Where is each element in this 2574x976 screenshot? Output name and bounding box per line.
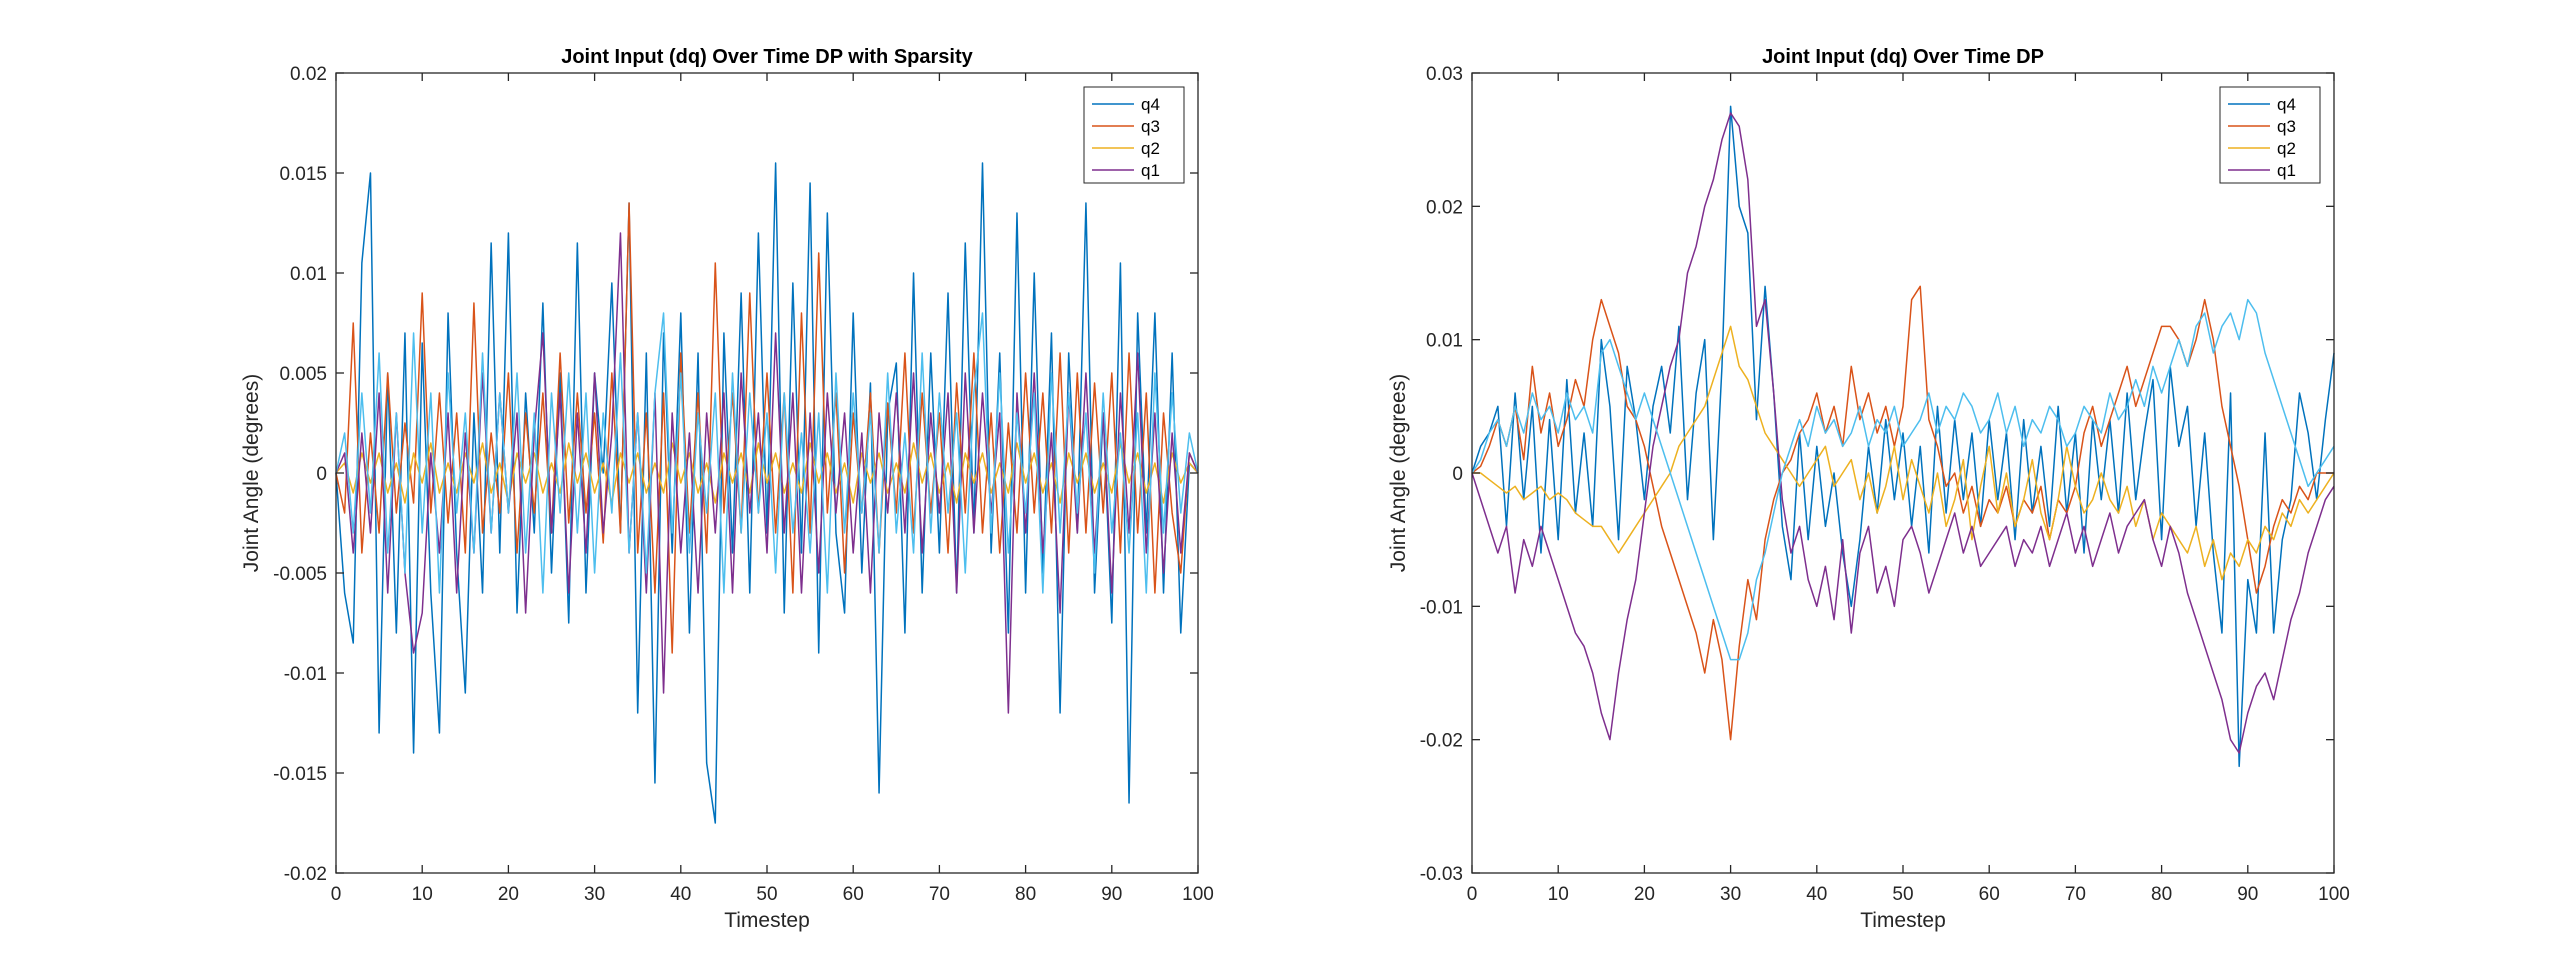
y-tick-label: 0.01 xyxy=(290,264,327,285)
y-tick-label: -0.02 xyxy=(284,864,327,885)
x-tick-label: 90 xyxy=(1101,884,1122,905)
y-tick-label: -0.03 xyxy=(1420,864,1463,885)
chart-panel-right: Joint Input (dq) Over Time DP Joint Angl… xyxy=(1387,46,2350,932)
x-axis-label: Timestep xyxy=(1860,909,1946,932)
chart-title: Joint Input (dq) Over Time DP xyxy=(1762,46,2044,68)
series-line-q3 xyxy=(1471,285,2334,741)
legend: q4 q3 q2 q1 xyxy=(1083,86,1185,184)
series-line-q2 xyxy=(335,442,1199,504)
x-tick-label: 0 xyxy=(331,884,342,905)
x-tick-label: 60 xyxy=(843,884,864,905)
legend: q4 q3 q2 q1 xyxy=(2219,86,2321,184)
y-tick-label: 0.03 xyxy=(1426,64,1463,85)
legend-entry-q4: q4 xyxy=(2277,95,2296,114)
plot-area xyxy=(1471,105,2335,768)
x-tick-label: 100 xyxy=(1182,884,1214,905)
chart-panel-left: Joint Input (dq) Over Time DP with Spars… xyxy=(240,46,1214,932)
y-axis-label: Joint Angle (degrees) xyxy=(240,374,263,572)
x-tick-label: 10 xyxy=(1548,884,1569,905)
x-tick-label: 70 xyxy=(929,884,950,905)
y-tick-label: 0.02 xyxy=(1426,197,1463,218)
x-tick-label: 80 xyxy=(2151,884,2172,905)
x-tick-label: 40 xyxy=(1806,884,1827,905)
x-axis-label: Timestep xyxy=(724,909,810,932)
plot-area xyxy=(335,162,1199,824)
x-tick-label: 30 xyxy=(1720,884,1741,905)
series-line-extra xyxy=(1471,298,2335,661)
y-tick-label: -0.005 xyxy=(273,564,327,585)
y-axis-label: Joint Angle (degrees) xyxy=(1387,374,1410,572)
legend-entry-q3: q3 xyxy=(1141,117,1160,136)
y-tick-label: -0.015 xyxy=(273,764,327,785)
x-tick-label: 50 xyxy=(1892,884,1913,905)
x-tick-label: 20 xyxy=(1634,884,1655,905)
y-tick-label: 0.015 xyxy=(279,164,327,185)
legend-entry-q1: q1 xyxy=(2277,161,2296,180)
y-tick-label: -0.01 xyxy=(1420,597,1463,618)
x-tick-label: 30 xyxy=(584,884,605,905)
y-tick-label: -0.01 xyxy=(284,664,327,685)
x-tick-label: 0 xyxy=(1467,884,1478,905)
x-tick-label: 80 xyxy=(1015,884,1036,905)
y-tick-label: 0.005 xyxy=(279,364,327,385)
legend-entry-q4: q4 xyxy=(1141,95,1160,114)
legend-entry-q1: q1 xyxy=(1141,161,1160,180)
legend-box xyxy=(2219,86,2321,184)
x-tick-label: 90 xyxy=(2237,884,2258,905)
legend-entry-q2: q2 xyxy=(1141,139,1160,158)
x-tick-label: 10 xyxy=(412,884,433,905)
x-tick-label: 40 xyxy=(670,884,691,905)
y-tick-label: 0 xyxy=(316,464,327,485)
x-tick-label: 60 xyxy=(1979,884,2000,905)
legend-entry-q3: q3 xyxy=(2277,117,2296,136)
y-tick-label: 0 xyxy=(1452,464,1463,485)
chart-title: Joint Input (dq) Over Time DP with Spars… xyxy=(561,46,973,68)
x-tick-label: 70 xyxy=(2065,884,2086,905)
series-line-q4 xyxy=(1471,105,2335,768)
x-tick-label: 50 xyxy=(756,884,777,905)
y-tick-label: -0.02 xyxy=(1420,731,1463,752)
legend-entry-q2: q2 xyxy=(2277,139,2296,158)
y-tick-label: 0.02 xyxy=(290,64,327,85)
x-tick-label: 100 xyxy=(2318,884,2350,905)
legend-box xyxy=(1083,86,1185,184)
series-line-q1 xyxy=(1471,112,2335,754)
series-line-q2 xyxy=(1472,325,2335,581)
series-line-extra xyxy=(335,312,1199,594)
x-tick-label: 20 xyxy=(498,884,519,905)
y-tick-label: 0.01 xyxy=(1426,331,1463,352)
